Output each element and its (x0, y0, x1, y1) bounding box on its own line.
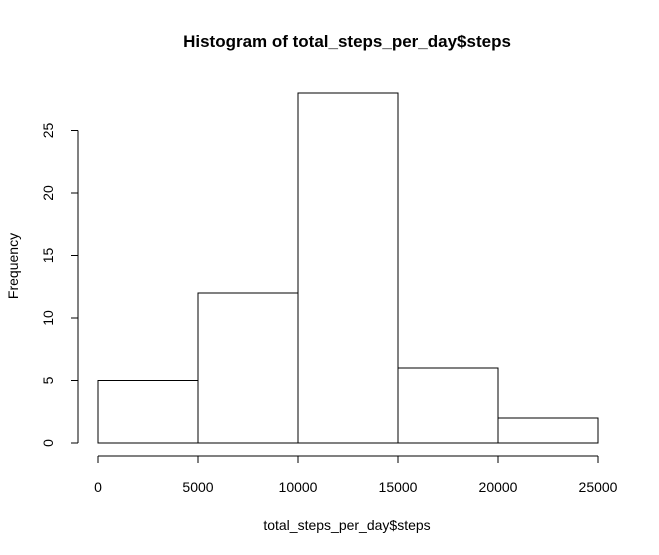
x-tick-label-1: 5000 (182, 479, 213, 495)
x-axis-label: total_steps_per_day$steps (263, 517, 430, 533)
histogram-bar-2 (297, 92, 399, 444)
histogram-bar-4 (497, 417, 599, 444)
histogram-bar-1 (197, 292, 299, 444)
histogram-bar-3 (397, 367, 499, 444)
x-tick-label-4: 20000 (479, 479, 518, 495)
y-axis-label: Frequency (5, 233, 21, 299)
y-tick-label-5: 25 (40, 123, 56, 139)
x-tick-label-3: 15000 (379, 479, 418, 495)
x-tick-label-0: 0 (94, 479, 102, 495)
x-tick-label-2: 10000 (279, 479, 318, 495)
chart-title: Histogram of total_steps_per_day$steps (183, 32, 511, 51)
plot-area: 0 5000 10000 15000 20000 25000 0 5 10 15 20 25 (40, 92, 618, 495)
y-tick-label-4: 20 (40, 185, 56, 201)
y-tick-label-3: 15 (40, 248, 56, 264)
x-tick-label-5: 25000 (579, 479, 618, 495)
y-tick-label-2: 10 (40, 310, 56, 326)
y-tick-label-1: 5 (40, 376, 56, 384)
y-tick-label-0: 0 (40, 439, 56, 447)
histogram-bar-0 (97, 380, 199, 444)
